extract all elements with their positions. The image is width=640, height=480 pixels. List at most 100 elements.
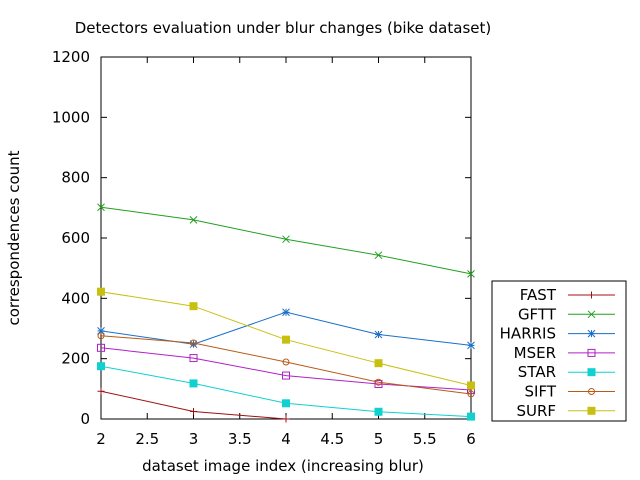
- marker-shape: [189, 354, 198, 363]
- data-point-sift: [282, 358, 290, 366]
- marker-stroke: [189, 216, 198, 224]
- series-line-star: [100, 365, 472, 418]
- y-tick-label: 1200: [52, 48, 90, 66]
- marker-stroke: [97, 327, 105, 335]
- legend-marker-sift: [588, 388, 595, 395]
- chart-title: Detectors evaluation under blur changes …: [75, 19, 491, 37]
- series-surf: [97, 287, 475, 390]
- legend-label-fast: FAST: [520, 286, 557, 304]
- x-tick-label: 4.5: [320, 430, 344, 448]
- data-point-mser: [189, 354, 198, 363]
- marker-shape: [97, 343, 105, 352]
- legend-label-sift: SIFT: [525, 383, 557, 401]
- x-tick-label: 5.5: [413, 430, 437, 448]
- legend-entry-sift: SIFT: [525, 383, 615, 401]
- data-point-star: [467, 412, 475, 421]
- marker-stroke: [97, 387, 105, 395]
- marker-stroke: [588, 291, 595, 299]
- data-point-harris: [97, 327, 105, 335]
- marker-shape: [467, 390, 475, 398]
- marker-shape: [282, 399, 290, 408]
- data-point-mser: [282, 371, 290, 380]
- data-point-star: [97, 362, 105, 371]
- data-point-fast: [97, 387, 105, 395]
- x-tick-label: 3.5: [228, 430, 252, 448]
- marker-stroke: [374, 330, 383, 339]
- marker-stroke: [282, 308, 290, 317]
- data-point-star: [374, 407, 383, 416]
- marker-shape: [587, 348, 596, 357]
- marker-shape: [374, 359, 383, 368]
- x-tick-label: 3: [189, 430, 199, 448]
- x-tick-label: 4: [281, 430, 291, 448]
- legend-entry-star: STAR: [518, 363, 615, 381]
- marker-shape: [282, 371, 290, 380]
- marker-stroke: [467, 341, 475, 350]
- series-sift: [97, 332, 475, 398]
- data-point-sift: [190, 339, 197, 347]
- series-gftt: [97, 203, 475, 278]
- data-point-mser: [374, 380, 383, 389]
- legend-label-surf: SURF: [516, 402, 556, 420]
- y-tick-label: 600: [61, 229, 90, 247]
- legend-entry-harris: HARRIS: [500, 325, 615, 343]
- marker-shape: [588, 388, 595, 395]
- marker-shape: [375, 378, 382, 386]
- data-point-harris: [189, 340, 198, 349]
- x-tick-label: 2: [96, 430, 106, 448]
- legend-entry-mser: MSER: [514, 344, 615, 362]
- marker-shape: [467, 381, 475, 390]
- marker-stroke: [587, 310, 596, 319]
- legend-marker-star: [587, 368, 596, 377]
- series-line-gftt: [100, 206, 472, 275]
- marker-stroke: [190, 407, 197, 415]
- marker-shape: [282, 335, 290, 344]
- x-tick-label: 5: [374, 430, 384, 448]
- marker-stroke: [189, 340, 198, 349]
- series-star: [97, 362, 475, 421]
- legend-marker-mser: [587, 348, 596, 357]
- marker-stroke: [587, 329, 596, 338]
- series-line-sift: [100, 335, 472, 395]
- series-line-mser: [100, 347, 472, 391]
- y-tick-label: 200: [61, 350, 90, 368]
- legend-marker-fast: [588, 291, 595, 299]
- data-point-surf: [97, 287, 105, 296]
- y-axis: 0 200 400 600 800 1000 1200: [52, 48, 471, 428]
- data-point-surf: [374, 359, 383, 368]
- x-axis-label: dataset image index (increasing blur): [142, 457, 424, 475]
- marker-shape: [189, 379, 198, 388]
- data-point-harris: [282, 308, 290, 317]
- data-point-gftt: [374, 251, 383, 260]
- data-point-harris: [467, 341, 475, 350]
- legend-entry-gftt: GFTT: [518, 305, 615, 323]
- legend-label-mser: MSER: [514, 344, 556, 362]
- data-point-sift: [375, 378, 382, 386]
- legend-marker-harris: [587, 329, 596, 338]
- data-point-star: [282, 399, 290, 408]
- x-tick-label: 2.5: [135, 430, 159, 448]
- marker-shape: [467, 412, 475, 421]
- series-harris: [97, 308, 475, 350]
- legend-marker-surf: [587, 406, 596, 415]
- y-axis-label: correspondences count: [5, 150, 23, 325]
- x-tick-label: 6: [466, 430, 476, 448]
- series-mser: [97, 343, 475, 395]
- marker-shape: [189, 302, 198, 311]
- marker-shape: [374, 380, 383, 389]
- y-tick-label: 0: [80, 410, 90, 428]
- marker-shape: [282, 358, 290, 366]
- data-point-mser: [97, 343, 105, 352]
- marker-stroke: [282, 415, 290, 423]
- data-point-star: [189, 379, 198, 388]
- series-layer: [97, 203, 475, 423]
- legend-label-harris: HARRIS: [500, 325, 556, 343]
- y-tick-label: 1000: [52, 108, 90, 126]
- series-fast: [97, 387, 290, 423]
- marker-shape: [190, 339, 197, 347]
- data-point-gftt: [97, 203, 105, 212]
- data-point-sift: [97, 332, 105, 340]
- data-point-surf: [467, 381, 475, 390]
